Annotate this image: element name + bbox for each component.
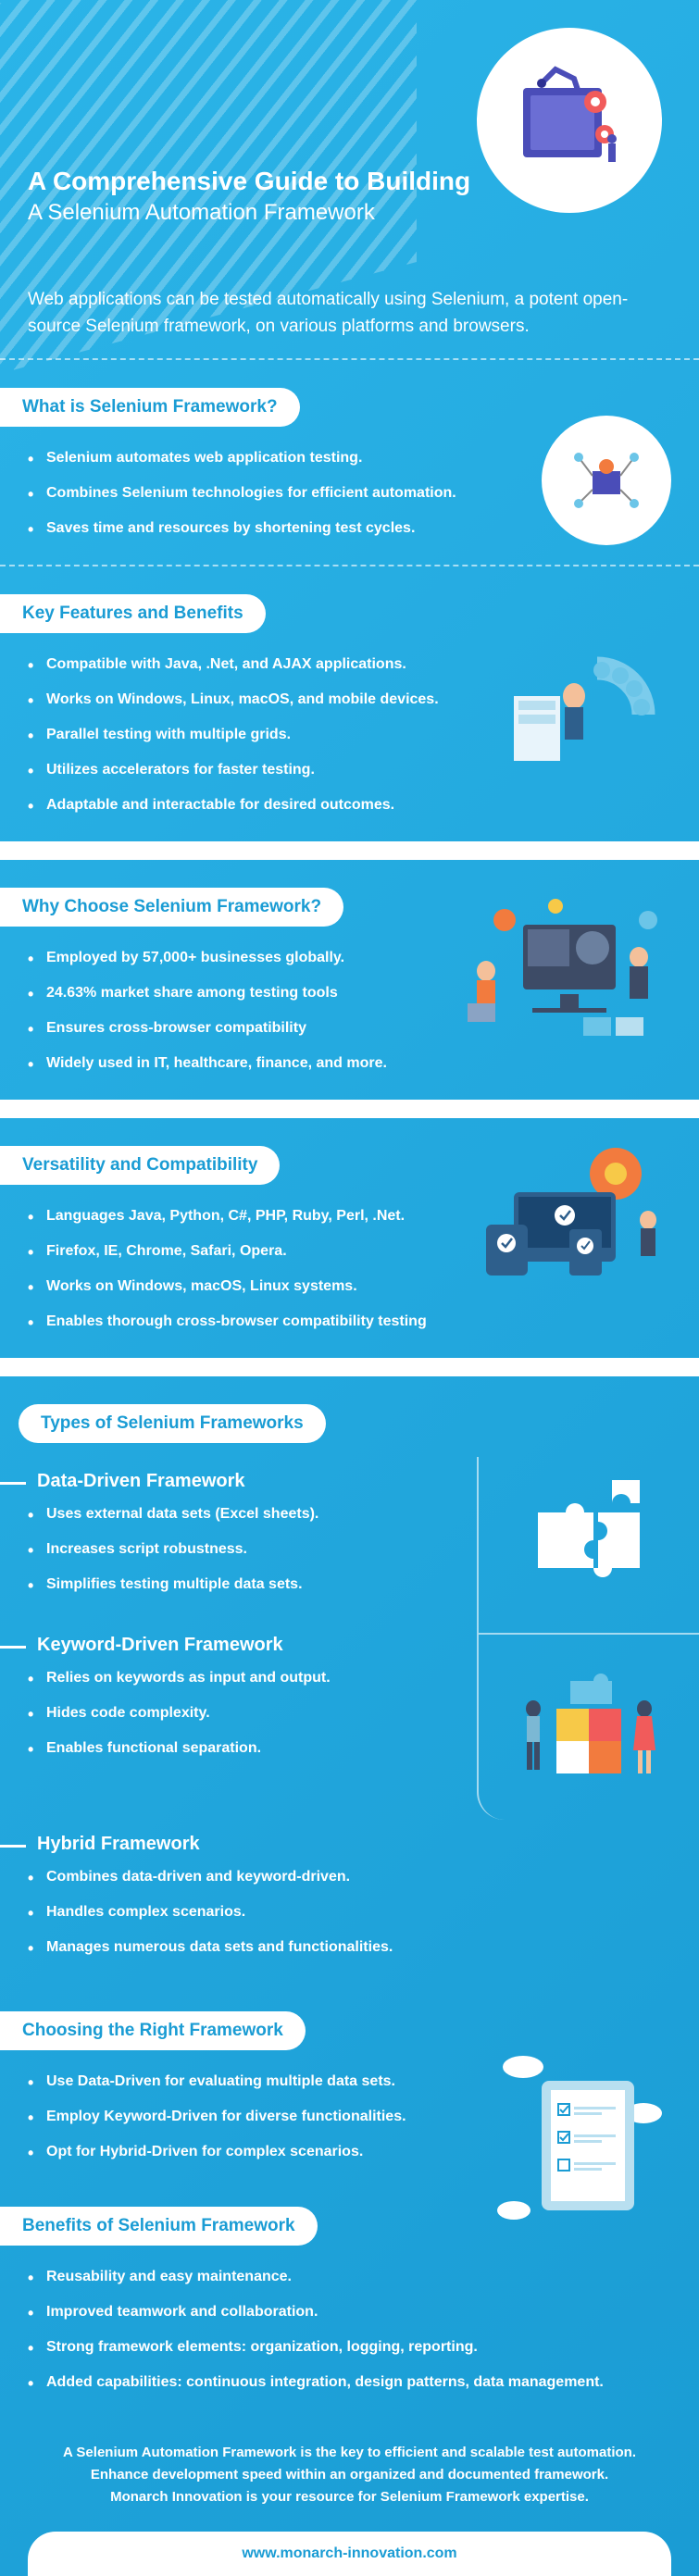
bullet-item: Handles complex scenarios. (28, 1895, 671, 1930)
bullet-item: Relies on keywords as input and output. (28, 1661, 449, 1696)
bullet-item: Enables functional separation. (28, 1731, 449, 1766)
bullet-item: Employ Keyword-Driven for diverse functi… (28, 2099, 495, 2134)
footer-url: www.monarch-innovation.com (28, 2532, 671, 2576)
title-line-2: A Selenium Automation Framework (28, 200, 671, 226)
section-choosing: Choosing the Right Framework (0, 1984, 699, 2419)
checklist-illustration (486, 2039, 671, 2243)
section-label: Types of Selenium Frameworks (19, 1404, 326, 1443)
closing-line-1: A Selenium Automation Framework is the k… (37, 2442, 662, 2464)
section-what-is: What is Selenium Framework? Selenium aut… (0, 358, 699, 565)
section-label: Choosing the Right Framework (0, 2011, 306, 2050)
data-driven-bullets: Uses external data sets (Excel sheets). … (0, 1497, 477, 1621)
bullet-item: Simplifies testing multiple data sets. (28, 1567, 449, 1602)
bullet-item: Languages Java, Python, C#, PHP, Ruby, P… (28, 1199, 477, 1234)
bullet-item: Uses external data sets (Excel sheets). (28, 1497, 449, 1532)
section-label: What is Selenium Framework? (0, 388, 300, 427)
section-label: Why Choose Selenium Framework? (0, 888, 343, 927)
section-versatility: Versatility and Compatibility Languages (0, 1118, 699, 1358)
bullet-item: Works on Windows, Linux, macOS, and mobi… (28, 682, 514, 717)
bullet-item: Manages numerous data sets and functiona… (28, 1930, 671, 1965)
section-features: Key Features and Benefits Compatible wit… (0, 565, 699, 841)
bullet-item: Opt for Hybrid-Driven for complex scenar… (28, 2134, 495, 2170)
bullet-item: Selenium automates web application testi… (28, 441, 514, 476)
bullet-item: Strong framework elements: organization,… (28, 2330, 671, 2365)
bullet-item: Increases script robustness. (28, 1532, 449, 1567)
hybrid-bullets: Combines data-driven and keyword-driven.… (0, 1860, 699, 1984)
section-why: Why Choose Selenium Framework? (0, 860, 699, 1100)
bullet-item: Firefox, IE, Chrome, Safari, Opera. (28, 1234, 477, 1269)
bullet-item: Adaptable and interactable for desired o… (28, 788, 514, 823)
bullet-item: 24.63% market share among testing tools (28, 976, 449, 1011)
closing-text: A Selenium Automation Framework is the k… (0, 2419, 699, 2532)
header: A Comprehensive Guide to Building A Sele… (0, 0, 699, 259)
bullet-item: Employed by 57,000+ businesses globally. (28, 940, 449, 976)
puzzle-white-icon (479, 1457, 699, 1635)
divider (0, 1100, 699, 1118)
infographic: A Comprehensive Guide to Building A Sele… (0, 0, 699, 2576)
benefits-bullets: Reusability and easy maintenance. Improv… (0, 2259, 699, 2419)
closing-line-2: Enhance development speed within an orga… (37, 2464, 662, 2486)
subhead-hybrid: Hybrid Framework (0, 1834, 699, 1855)
versatility-illustration (468, 1137, 671, 1276)
bullet-item: Utilizes accelerators for faster testing… (28, 753, 514, 788)
features-illustration (505, 622, 671, 761)
bullet-item: Parallel testing with multiple grids. (28, 717, 514, 753)
subhead-data-driven: Data-Driven Framework (0, 1471, 477, 1492)
why-illustration (440, 888, 671, 1054)
types-illustrations (477, 1457, 699, 1820)
bullet-item: Use Data-Driven for evaluating multiple … (28, 2064, 495, 2099)
bullet-item: Added capabilities: continuous integrati… (28, 2365, 671, 2400)
subhead-keyword-driven: Keyword-Driven Framework (0, 1635, 477, 1656)
divider (0, 841, 699, 860)
section-label: Key Features and Benefits (0, 594, 266, 633)
keyword-driven-bullets: Relies on keywords as input and output. … (0, 1661, 477, 1785)
bullet-item: Improved teamwork and collaboration. (28, 2295, 671, 2330)
puzzle-people-icon (479, 1635, 699, 1820)
bullet-item: Widely used in IT, healthcare, finance, … (28, 1046, 449, 1081)
bullet-item: Ensures cross-browser compatibility (28, 1011, 449, 1046)
bullet-item: Reusability and easy maintenance. (28, 2259, 671, 2295)
automation-icon (542, 416, 671, 545)
bullet-item: Saves time and resources by shortening t… (28, 511, 514, 546)
divider (0, 1358, 699, 1376)
title-line-1: A Comprehensive Guide to Building (28, 167, 671, 196)
section-label: Versatility and Compatibility (0, 1146, 280, 1185)
section-types: Types of Selenium Frameworks Data-Driven… (0, 1376, 699, 1984)
closing-line-3: Monarch Innovation is your resource for … (37, 2486, 662, 2508)
bullet-item: Combines data-driven and keyword-driven. (28, 1860, 671, 1895)
bullet-item: Compatible with Java, .Net, and AJAX app… (28, 647, 514, 682)
bullet-item: Combines Selenium technologies for effic… (28, 476, 514, 511)
section-label: Benefits of Selenium Framework (0, 2207, 318, 2246)
bullet-item: Hides code complexity. (28, 1696, 449, 1731)
bullet-item: Works on Windows, macOS, Linux systems. (28, 1269, 477, 1304)
bullet-item: Enables thorough cross-browser compatibi… (28, 1304, 477, 1339)
